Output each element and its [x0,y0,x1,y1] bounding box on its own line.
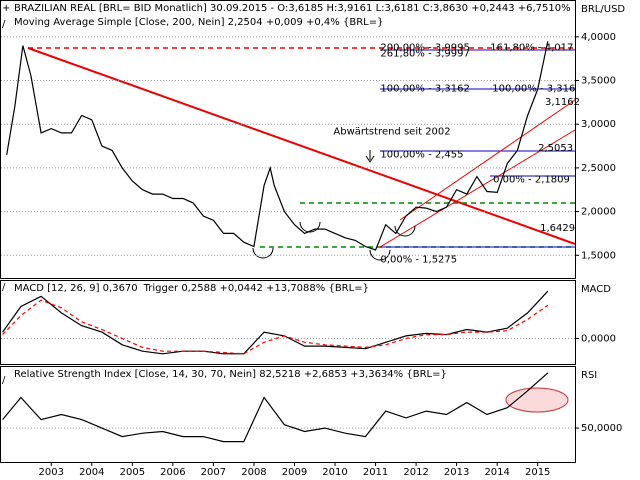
x-tick-label: 2007 [201,467,226,478]
x-tick-label: 2011 [363,467,388,478]
icon: / [2,19,6,30]
trend-line [27,47,576,245]
marker-arc [299,221,321,233]
x-tick-label: 2003 [39,467,64,478]
annotation: 200,00% - 3,9995 [380,42,469,53]
series-line [6,41,549,251]
x-tick-label: 2004 [79,467,104,478]
axis-label: RSI [581,370,597,381]
content: 1,5000 2,0000 2,5000 3,0000 3,5000 4,0000 Abwä… [1,3,625,478]
x-tick-label: 2010 [322,467,347,478]
annotation: Abwärtstrend seit 2002 [333,126,450,137]
icon: / [2,375,6,386]
y-tick-label: 0,0000 [581,333,616,344]
panel-title: MACD [12, 26, 9] 0,3670 [14,283,138,294]
annotation: 161,80% - 4,017 [490,42,573,53]
x-tick-label: 2013 [444,467,469,478]
axis-label: BRL/USD [581,4,625,15]
panel-subtitle: Trigger 0,2588 +0,0442 +13,7088% {BRL=} [143,283,369,294]
x-tick-label: 2008 [241,467,266,478]
arrow [365,155,375,163]
series-line [2,290,549,355]
marker-arc [394,225,416,237]
annotation: 100,00% - 3,3162 [380,83,469,94]
panel-subtitle: Moving Average Simple [Close, 200, Nein]… [14,17,383,28]
series-line [2,299,549,355]
x-tick-label: 2015 [525,467,550,478]
rsi-panel [0,366,576,463]
annotation: 261,80% - 3,9997 [380,48,469,59]
icon: + [2,3,10,14]
series-line [2,372,549,443]
y-tick-label: 1,5000 [581,250,616,261]
channel-line [379,129,576,248]
axis-label: MACD [581,284,611,295]
annotation: 2,5053 [538,143,573,154]
y-tick-label: 2,0000 [581,207,616,218]
price-panel [0,0,576,279]
y-tick-label: 3,5000 [581,76,616,87]
annotation: 0,00% - 2,1809 [493,175,570,186]
y-tick-label: 2,5000 [581,163,616,174]
macd-panel [0,280,576,365]
x-tick-label: 2006 [160,467,185,478]
x-tick-label: 2005 [120,467,145,478]
channel-line [399,99,576,221]
panel-title: Relative Strength Index [Close, 14, 30, … [14,369,447,380]
y-tick-label: 50,0000 [581,423,622,434]
annotation: 0,00% - 1,5275 [380,254,457,265]
annotation: 100,00% - 2,455 [380,149,463,160]
annotation: 1,6429 [540,223,575,234]
y-tick-label: 4,0000 [581,32,616,43]
y-tick-label: 3,0000 [581,119,616,130]
marker-arc [252,247,274,259]
marker-arc [369,249,391,261]
annotation: 3,1162 [545,97,580,108]
x-tick-label: 2012 [403,467,428,478]
annotation: 100,00% - 3,316 [492,83,575,94]
icon: / [2,282,6,293]
x-tick-label: 2009 [282,467,307,478]
panel-title: BRAZILIAN REAL [BRL= BID Monatlich] 30.0… [14,3,571,14]
x-tick-label: 2014 [484,467,509,478]
highlight-ellipse [505,387,569,413]
